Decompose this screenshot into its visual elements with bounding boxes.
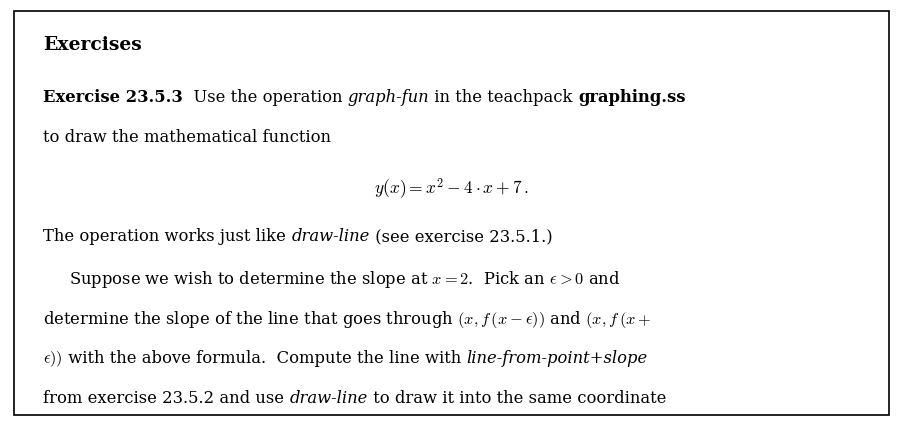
Text: Use the operation: Use the operation — [183, 89, 347, 106]
Text: Exercise 23.5.3: Exercise 23.5.3 — [43, 89, 183, 106]
Text: to draw the mathematical function: to draw the mathematical function — [43, 130, 331, 146]
Text: in the teachpack: in the teachpack — [429, 89, 577, 106]
Text: Exercises: Exercises — [43, 36, 142, 54]
Text: from exercise 23.5.2 and use: from exercise 23.5.2 and use — [43, 390, 290, 407]
Text: line-from-point+slope: line-from-point+slope — [466, 350, 647, 367]
Text: draw-line: draw-line — [291, 228, 370, 245]
Text: graphing.ss: graphing.ss — [577, 89, 685, 106]
Text: Suppose we wish to determine the slope at $x = 2$.  Pick an $\epsilon > 0$ and: Suppose we wish to determine the slope a… — [43, 269, 620, 290]
Text: draw-line: draw-line — [290, 390, 367, 407]
FancyBboxPatch shape — [14, 11, 888, 415]
Text: (see exercise 23.5.1.): (see exercise 23.5.1.) — [370, 228, 552, 245]
Text: The operation works just like: The operation works just like — [43, 228, 291, 245]
Text: with the above formula.  Compute the line with: with the above formula. Compute the line… — [63, 350, 466, 367]
Text: graph-fun: graph-fun — [347, 89, 429, 106]
Text: determine the slope of the line that goes through $(x, f\,(x - \epsilon))$ and $: determine the slope of the line that goe… — [43, 309, 651, 331]
Text: to draw it into the same coordinate: to draw it into the same coordinate — [367, 390, 666, 407]
Text: $\epsilon))$: $\epsilon))$ — [43, 350, 63, 369]
Text: $y(x) = x^2 - 4 \cdot x + 7\,.$: $y(x) = x^2 - 4 \cdot x + 7\,.$ — [373, 176, 529, 201]
